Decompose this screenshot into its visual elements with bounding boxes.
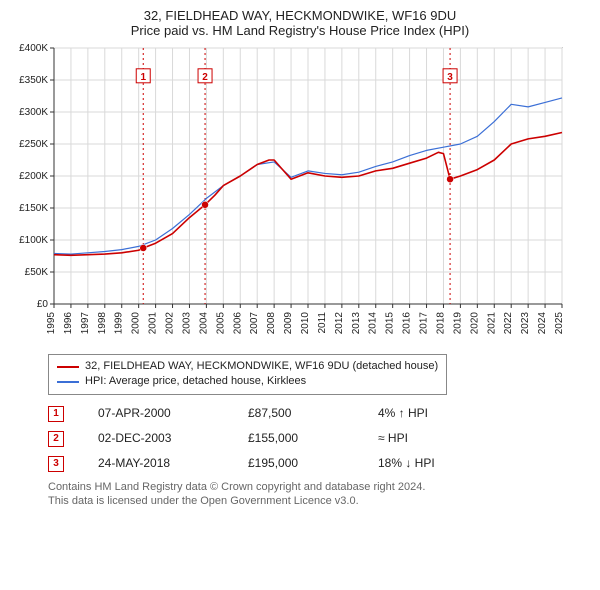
svg-text:£300K: £300K bbox=[19, 107, 48, 118]
transaction-date: 24-MAY-2018 bbox=[98, 451, 248, 476]
transaction-row: 3 24-MAY-2018£195,00018% ↓ HPI bbox=[48, 451, 445, 476]
chart-svg: £0 £50K £100K £150K £200K £250K £300K £350K £400… bbox=[8, 44, 568, 344]
legend-row: 32, FIELDHEAD WAY, HECKMONDWIKE, WF16 9D… bbox=[57, 359, 438, 374]
svg-text:2008: 2008 bbox=[266, 312, 277, 335]
svg-text:£50K: £50K bbox=[25, 267, 49, 278]
transaction-price: £155,000 bbox=[248, 426, 378, 451]
title-sub: Price paid vs. HM Land Registry's House … bbox=[8, 23, 592, 38]
svg-text:2012: 2012 bbox=[334, 312, 345, 335]
svg-text:2010: 2010 bbox=[300, 312, 311, 335]
transaction-date: 07-APR-2000 bbox=[98, 401, 248, 426]
svg-text:£0: £0 bbox=[37, 299, 49, 310]
svg-text:2: 2 bbox=[202, 72, 208, 83]
svg-text:£400K: £400K bbox=[19, 44, 48, 54]
svg-text:2025: 2025 bbox=[554, 312, 565, 335]
transaction-marker-cell: 3 bbox=[48, 451, 98, 476]
transaction-row: 2 02-DEC-2003£155,000≈ HPI bbox=[48, 426, 445, 451]
transaction-delta: 4% ↑ HPI bbox=[378, 401, 445, 426]
svg-text:2013: 2013 bbox=[351, 312, 362, 335]
title-block: 32, FIELDHEAD WAY, HECKMONDWIKE, WF16 9D… bbox=[8, 8, 592, 38]
transaction-marker-cell: 1 bbox=[48, 401, 98, 426]
title-main: 32, FIELDHEAD WAY, HECKMONDWIKE, WF16 9D… bbox=[8, 8, 592, 23]
svg-text:2022: 2022 bbox=[503, 312, 514, 335]
svg-text:2015: 2015 bbox=[385, 312, 396, 335]
attribution: Contains HM Land Registry data © Crown c… bbox=[48, 480, 592, 509]
svg-text:2024: 2024 bbox=[537, 312, 548, 335]
svg-text:2023: 2023 bbox=[520, 312, 531, 335]
svg-text:2016: 2016 bbox=[402, 312, 413, 335]
svg-text:1997: 1997 bbox=[80, 312, 91, 335]
svg-text:2019: 2019 bbox=[452, 312, 463, 335]
svg-text:2000: 2000 bbox=[131, 312, 142, 335]
svg-text:1999: 1999 bbox=[114, 312, 125, 335]
transaction-delta: ≈ HPI bbox=[378, 426, 445, 451]
svg-text:2002: 2002 bbox=[165, 312, 176, 335]
svg-text:1995: 1995 bbox=[46, 312, 57, 335]
transaction-marker: 1 bbox=[48, 406, 64, 422]
svg-text:1996: 1996 bbox=[63, 312, 74, 335]
svg-text:£250K: £250K bbox=[19, 139, 48, 150]
chart: £0 £50K £100K £150K £200K £250K £300K £350K £400… bbox=[8, 44, 592, 344]
legend: 32, FIELDHEAD WAY, HECKMONDWIKE, WF16 9D… bbox=[48, 354, 447, 395]
transaction-delta: 18% ↓ HPI bbox=[378, 451, 445, 476]
legend-label: 32, FIELDHEAD WAY, HECKMONDWIKE, WF16 9D… bbox=[85, 359, 438, 374]
legend-swatch bbox=[57, 366, 79, 368]
svg-text:£150K: £150K bbox=[19, 203, 48, 214]
transaction-price: £195,000 bbox=[248, 451, 378, 476]
svg-text:2021: 2021 bbox=[486, 312, 497, 335]
svg-text:1: 1 bbox=[140, 72, 146, 83]
transaction-marker: 2 bbox=[48, 431, 64, 447]
transaction-date: 02-DEC-2003 bbox=[98, 426, 248, 451]
legend-swatch bbox=[57, 381, 79, 383]
svg-text:2009: 2009 bbox=[283, 312, 294, 335]
svg-text:£100K: £100K bbox=[19, 235, 48, 246]
svg-text:£350K: £350K bbox=[19, 75, 48, 86]
svg-text:2004: 2004 bbox=[198, 312, 209, 335]
transaction-row: 1 07-APR-2000£87,5004% ↑ HPI bbox=[48, 401, 445, 426]
legend-label: HPI: Average price, detached house, Kirk… bbox=[85, 374, 306, 389]
svg-text:2007: 2007 bbox=[249, 312, 260, 335]
svg-text:£200K: £200K bbox=[19, 171, 48, 182]
svg-text:2011: 2011 bbox=[317, 312, 328, 334]
svg-text:2001: 2001 bbox=[148, 312, 159, 335]
svg-text:2003: 2003 bbox=[181, 312, 192, 335]
svg-text:2006: 2006 bbox=[232, 312, 243, 335]
attribution-line1: Contains HM Land Registry data © Crown c… bbox=[48, 480, 592, 494]
svg-text:3: 3 bbox=[447, 72, 453, 83]
svg-text:1998: 1998 bbox=[97, 312, 108, 335]
attribution-line2: This data is licensed under the Open Gov… bbox=[48, 494, 592, 508]
svg-text:2014: 2014 bbox=[368, 312, 379, 335]
svg-text:2018: 2018 bbox=[435, 312, 446, 335]
transaction-price: £87,500 bbox=[248, 401, 378, 426]
svg-text:2005: 2005 bbox=[215, 312, 226, 335]
transaction-marker-cell: 2 bbox=[48, 426, 98, 451]
legend-row: HPI: Average price, detached house, Kirk… bbox=[57, 374, 438, 389]
transaction-marker: 3 bbox=[48, 456, 64, 472]
transactions-table: 1 07-APR-2000£87,5004% ↑ HPI 2 02-DEC-2003£… bbox=[48, 401, 445, 476]
svg-text:2017: 2017 bbox=[419, 312, 430, 335]
svg-text:2020: 2020 bbox=[469, 312, 480, 335]
